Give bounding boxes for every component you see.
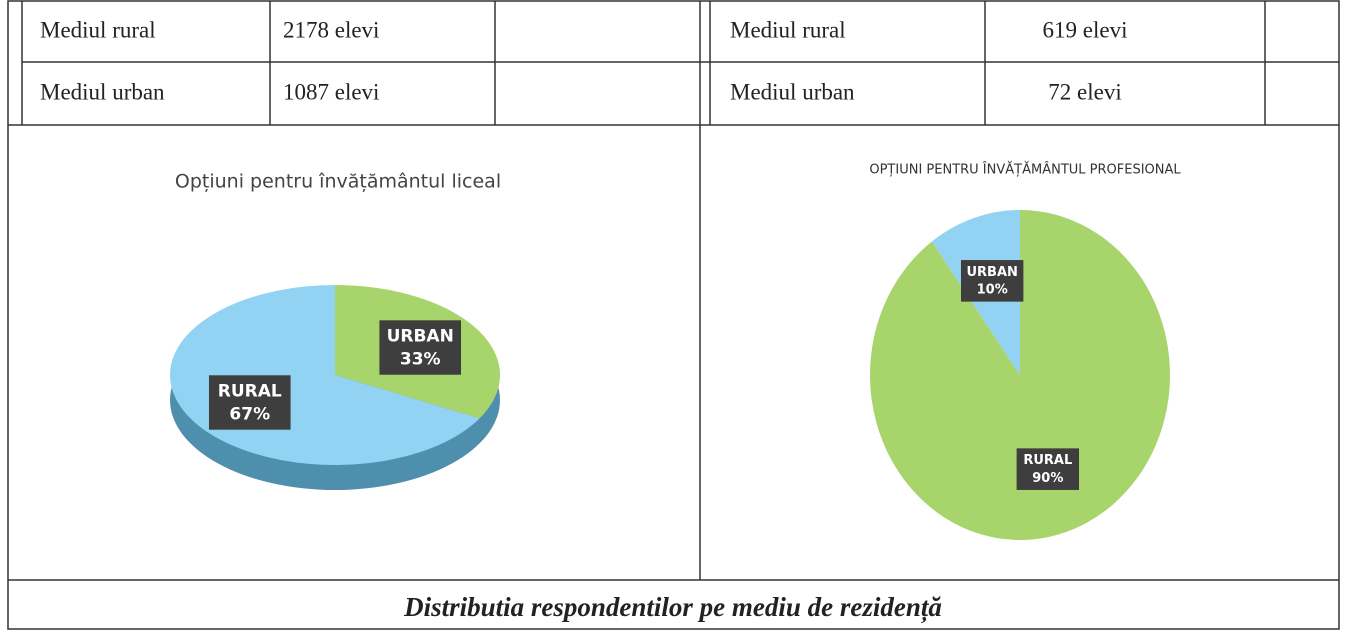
cell: Mediul urban [40,79,165,104]
slice-value-label: 67% [229,404,270,424]
cell: Mediul rural [730,17,846,42]
pie-slice [869,210,1170,540]
cell: 72 elevi [1048,79,1121,104]
slice-value-label: 33% [400,349,441,369]
cell: 1087 elevi [283,79,379,104]
slice-label: RURAL [218,381,282,401]
chart-title: Opțiuni pentru învățământul liceal [175,171,501,193]
outer-border [7,0,1340,630]
slice-label: RURAL [1023,453,1072,468]
slice-value-label: 90% [1032,471,1063,486]
label-box [960,260,1024,302]
cell: 2178 elevi [283,17,379,42]
caption: Distributia respondentilor pe mediu de r… [403,592,942,623]
slice-label: URBAN [966,265,1017,280]
borders [7,0,1340,630]
slice-label: URBAN [387,326,454,346]
slice-value-label: 10% [977,282,1008,297]
label-box [1016,448,1080,490]
cell: 619 elevi [1043,17,1128,42]
cell: Mediul rural [40,17,156,42]
label-box [379,320,462,375]
cell: Mediul urban [730,79,855,104]
chart-title: OPȚIUNI PENTRU ÎNVĂȚĂMÂNTUL PROFESIONAL [869,162,1181,178]
label-box [208,375,291,430]
